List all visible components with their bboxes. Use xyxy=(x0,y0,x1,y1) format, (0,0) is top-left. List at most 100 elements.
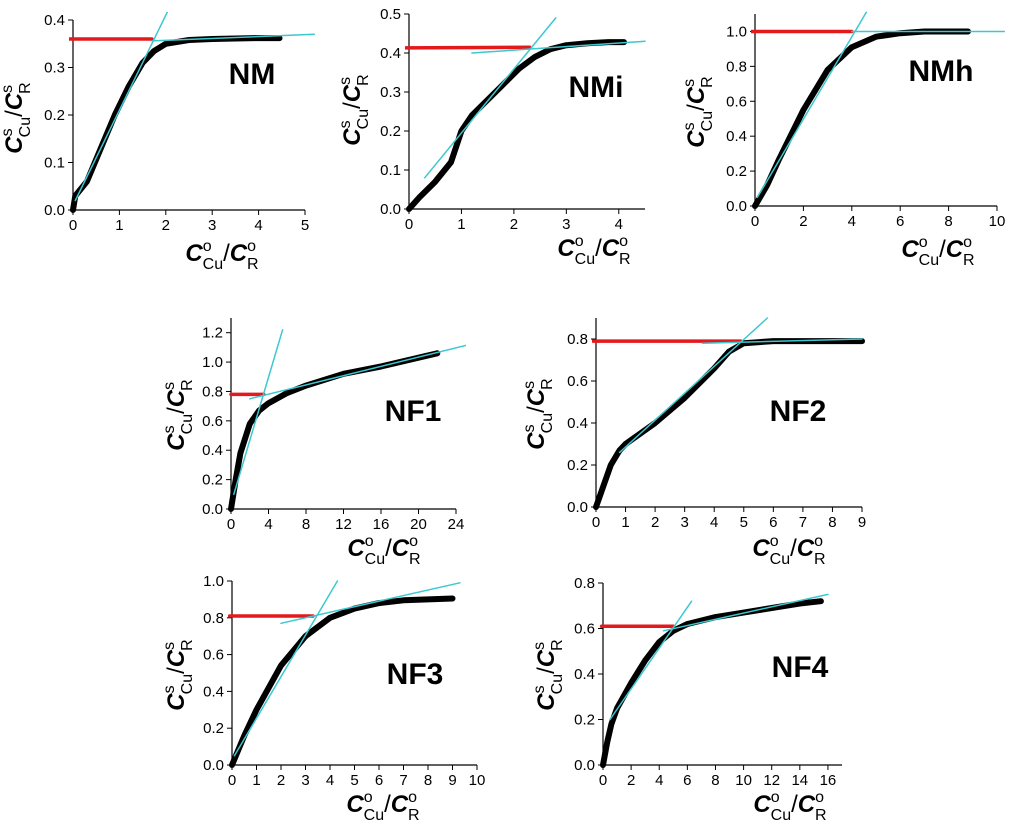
axis-title-part: s xyxy=(681,79,698,87)
y-tick-label: 0.6 xyxy=(726,93,747,110)
axis-title-part: C xyxy=(752,535,770,562)
y-axis-title: CsCu/CsR xyxy=(161,639,196,710)
axis-title-part: o xyxy=(815,789,824,806)
axis-title-part: Cu xyxy=(179,414,196,434)
axis-title-part: s xyxy=(681,122,698,130)
axis-title-part: s xyxy=(521,381,538,389)
y-tick-label: 0.3 xyxy=(44,60,65,77)
series-tangent-plateau xyxy=(471,40,646,54)
y-tick-label: 0.6 xyxy=(567,373,588,390)
axis-title-part: R xyxy=(17,82,34,94)
axis-title-part: o xyxy=(575,233,584,250)
panel-label: NF3 xyxy=(387,658,444,691)
axis-title-part: Cu xyxy=(699,111,716,131)
axis-title-part: R xyxy=(179,639,196,651)
x-axis-title: Co Cu/Co R xyxy=(185,238,258,273)
axis-title-part: C xyxy=(523,432,550,450)
axis-title-part: s xyxy=(161,685,178,693)
series-data xyxy=(70,35,283,213)
y-tick-label: 0.2 xyxy=(380,123,401,140)
axis-title-part: C xyxy=(797,535,815,562)
y-axis-title: CsCu/CsR xyxy=(337,74,372,145)
y-axis-title: CsCu/CsR xyxy=(0,82,34,153)
x-tick-label: 4 xyxy=(254,217,262,234)
series-tangent-initial xyxy=(423,17,557,179)
y-tick-label: 0.2 xyxy=(44,107,65,124)
axis-title-part: C xyxy=(163,649,190,667)
x-tick-label: 3 xyxy=(562,216,570,233)
x-axis-title: Co Cu/Co R xyxy=(557,233,630,268)
axis-title-part: / xyxy=(1,110,28,117)
x-tick-label: 2 xyxy=(277,772,285,789)
x-axis-title: Co Cu/Co R xyxy=(347,533,420,568)
series-data xyxy=(406,39,627,212)
x-tick-label: 2 xyxy=(627,772,635,789)
y-tick-label: 0.1 xyxy=(44,155,65,172)
x-tick-label: 6 xyxy=(375,772,383,789)
series-saturation-level xyxy=(405,45,532,50)
y-axis-title: CsCu/CsR xyxy=(161,379,196,450)
x-tick-label: 6 xyxy=(769,514,777,531)
axis-title-part: C xyxy=(346,791,364,818)
axis-title-part: R xyxy=(355,74,372,86)
x-tick-label: 0 xyxy=(751,213,759,230)
axis-title-part: s xyxy=(0,85,16,93)
axis-title-part: o xyxy=(619,233,628,250)
y-tick-label: 0.8 xyxy=(726,58,747,75)
x-tick-label: 4 xyxy=(848,213,856,230)
y-tick-label: 1.0 xyxy=(726,23,747,40)
axis-title-part: R xyxy=(247,256,259,273)
axis-title-part: / xyxy=(384,791,391,818)
axis-title-part: R xyxy=(963,252,975,269)
axis-title-part: Cu xyxy=(364,807,384,824)
axis-title-part: s xyxy=(531,685,548,693)
axis-title-part: R xyxy=(815,807,827,824)
axis-title-part: C xyxy=(602,235,620,262)
y-tick-label: 0.2 xyxy=(203,720,224,737)
axis-title-part: R xyxy=(549,639,566,651)
x-tick-label: 4 xyxy=(655,772,663,789)
y-tick-label: 0.6 xyxy=(203,647,224,664)
y-axis-title: CsCu/CsR xyxy=(521,378,556,449)
axis-title-part: o xyxy=(919,234,928,251)
axis-title-part: Cu xyxy=(179,674,196,694)
x-tick-label: 0 xyxy=(227,516,235,533)
y-tick-label: 0.4 xyxy=(202,442,223,459)
x-tick-label: 2 xyxy=(510,216,518,233)
axis-title-part: R xyxy=(179,379,196,391)
x-tick-label: 10 xyxy=(989,213,1006,230)
x-tick-label: 3 xyxy=(208,217,216,234)
y-axis-title: CsCu/CsR xyxy=(681,76,716,147)
axis-title-part: C xyxy=(339,84,366,102)
y-tick-label: 0.8 xyxy=(202,383,223,400)
series-data xyxy=(600,598,824,768)
x-tick-label: 0 xyxy=(69,217,77,234)
axis-title-part: Cu xyxy=(549,674,566,694)
axis-title-part: / xyxy=(790,535,797,562)
axis-title-part: / xyxy=(385,535,392,562)
y-tick-label: 1.2 xyxy=(202,325,223,342)
axis-title-part: R xyxy=(539,378,556,390)
series-tangent-initial xyxy=(618,317,769,454)
y-tick-label: 0.2 xyxy=(726,163,747,180)
y-tick-label: 0.4 xyxy=(44,12,65,29)
axis-title-part: / xyxy=(339,102,366,109)
axis-title-part: / xyxy=(683,104,710,111)
axis-title-part: o xyxy=(365,533,374,550)
x-tick-label: 1 xyxy=(621,514,629,531)
y-tick-label: 0.8 xyxy=(567,331,588,348)
y-tick-label: 0.4 xyxy=(567,415,588,432)
x-tick-label: 7 xyxy=(799,514,807,531)
x-tick-label: 14 xyxy=(791,772,808,789)
x-tick-label: 7 xyxy=(399,772,407,789)
panel-label: NMh xyxy=(909,55,974,88)
axis-title-part: C xyxy=(339,128,366,146)
x-tick-label: 2 xyxy=(162,217,170,234)
x-tick-label: 5 xyxy=(350,772,358,789)
x-axis-title: Co Cu/Co R xyxy=(752,533,825,568)
axis-title-part: s xyxy=(521,424,538,432)
x-tick-label: 0 xyxy=(592,514,600,531)
